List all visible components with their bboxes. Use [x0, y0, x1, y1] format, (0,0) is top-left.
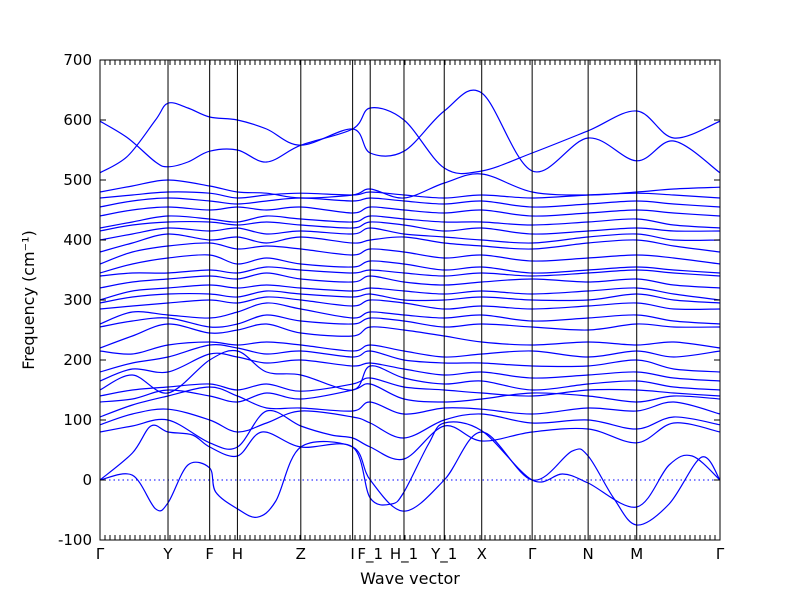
x-tick-label: Z [296, 545, 306, 563]
x-tick-label: X [477, 545, 487, 563]
x-tick-label: F_1 [357, 545, 383, 564]
x-tick-label: H [232, 545, 243, 563]
y-tick-label: 500 [63, 171, 92, 189]
y-tick-label: -100 [58, 531, 92, 549]
x-tick-label: F [205, 545, 214, 563]
y-tick-label: 200 [63, 351, 92, 369]
x-tick-label: Y_1 [430, 545, 457, 564]
x-tick-label: M [630, 545, 643, 563]
x-tick-label: N [583, 545, 594, 563]
y-tick-label: 600 [63, 111, 92, 129]
y-tick-label: 700 [63, 51, 92, 69]
y-tick-label: 100 [63, 411, 92, 429]
x-tick-label: Γ [96, 545, 105, 563]
y-axis-label: Frequency (cm⁻¹) [19, 230, 38, 369]
y-tick-label: 0 [82, 471, 92, 489]
x-tick-label: Γ [528, 545, 537, 563]
band-line-2 [100, 421, 720, 508]
x-tick-label: Y [162, 545, 173, 563]
x-axis-label: Wave vector [360, 569, 460, 588]
x-tick-label: I [350, 545, 354, 563]
y-tick-label: 300 [63, 291, 92, 309]
x-tick-label: Γ [716, 545, 725, 563]
y-tick-label: 400 [63, 231, 92, 249]
band-line-3 [100, 409, 720, 461]
axes: -100 0 100 200 300 400 500 600 700 Γ Y F H Z I F_1 H_1 Y_… [58, 51, 725, 564]
x-tick-label: H_1 [390, 545, 418, 564]
